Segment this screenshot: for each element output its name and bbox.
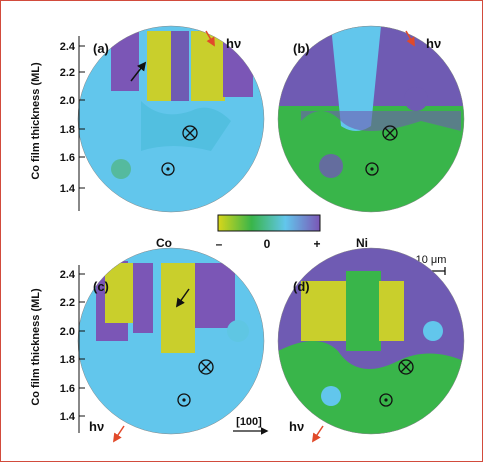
tick-c-0: 2.4 xyxy=(60,269,76,281)
panel-b: (b) hν xyxy=(277,25,465,213)
colorbar-right-label: Ni xyxy=(356,236,368,250)
colorbar-tick-plus: + xyxy=(313,237,320,251)
panel-c-light-arrow xyxy=(113,425,125,443)
panel-b-label: (b) xyxy=(293,41,310,56)
panel-c-label: (c) xyxy=(93,279,109,294)
panel-d-field-into-icon xyxy=(398,359,414,375)
tick-a-5: 1.4 xyxy=(60,183,76,195)
tick-c-4: 1.6 xyxy=(60,383,75,395)
colorbar-left-label: Co xyxy=(156,236,172,250)
panel-b-light-arrow xyxy=(405,30,415,47)
panel-c-field-out-icon xyxy=(177,393,191,407)
panel-c-field-into-icon xyxy=(198,359,214,375)
panel-d-light-arrow xyxy=(312,425,324,443)
panel-d-hv-label: hν xyxy=(289,419,304,434)
panel-b-image xyxy=(278,26,464,212)
panel-c-y-axis: 2.4 2.2 2.0 1.8 1.6 1.4 Co film thicknes… xyxy=(30,265,85,433)
colorbar-gradient xyxy=(217,214,321,232)
colorbar-tick-minus: – xyxy=(216,237,223,251)
panel-c: (c) hν [100] xyxy=(77,247,269,443)
panel-c-direction-label: [100] xyxy=(236,416,262,428)
colorbar: Co Ni – 0 + xyxy=(156,214,368,251)
panel-d-label: (d) xyxy=(293,279,310,294)
panel-b-hv-label: hν xyxy=(426,36,441,51)
panel-a-hv-label: hν xyxy=(226,36,241,51)
panel-c-image xyxy=(78,248,264,434)
panel-a-y-axis: 2.4 2.2 2.0 1.8 1.6 1.4 Co film thicknes… xyxy=(30,36,85,211)
panel-b-field-out-icon xyxy=(365,162,379,176)
tick-a-2: 2.0 xyxy=(60,95,75,107)
panel-a-y-axis-title: Co film thickness (ML) xyxy=(30,62,42,180)
panel-c-hv-label: hν xyxy=(89,419,104,434)
panel-a-light-arrow xyxy=(205,30,215,47)
panel-d-field-out-icon xyxy=(379,393,393,407)
panel-a: (a) hν xyxy=(77,25,265,213)
panel-c-domain-arrow xyxy=(175,288,190,308)
tick-a-4: 1.6 xyxy=(60,152,75,164)
tick-a-1: 2.2 xyxy=(60,67,75,79)
panel-a-field-into-icon xyxy=(182,125,198,141)
panel-a-label: (a) xyxy=(93,41,109,56)
tick-a-3: 1.8 xyxy=(60,124,75,136)
scale-bar-label: 10 μm xyxy=(416,254,447,266)
tick-c-5: 1.4 xyxy=(60,411,76,423)
colorbar-tick-zero: 0 xyxy=(264,237,271,251)
panel-b-field-into-icon xyxy=(382,125,398,141)
tick-c-2: 2.0 xyxy=(60,326,75,338)
panel-a-field-out-icon xyxy=(161,162,175,176)
panel-c-y-axis-title: Co film thickness (ML) xyxy=(30,288,42,406)
tick-a-0: 2.4 xyxy=(60,41,76,53)
panel-a-domain-arrow xyxy=(130,61,147,82)
tick-c-3: 1.8 xyxy=(60,354,75,366)
tick-c-1: 2.2 xyxy=(60,297,75,309)
panel-d: (d) hν xyxy=(277,247,465,443)
